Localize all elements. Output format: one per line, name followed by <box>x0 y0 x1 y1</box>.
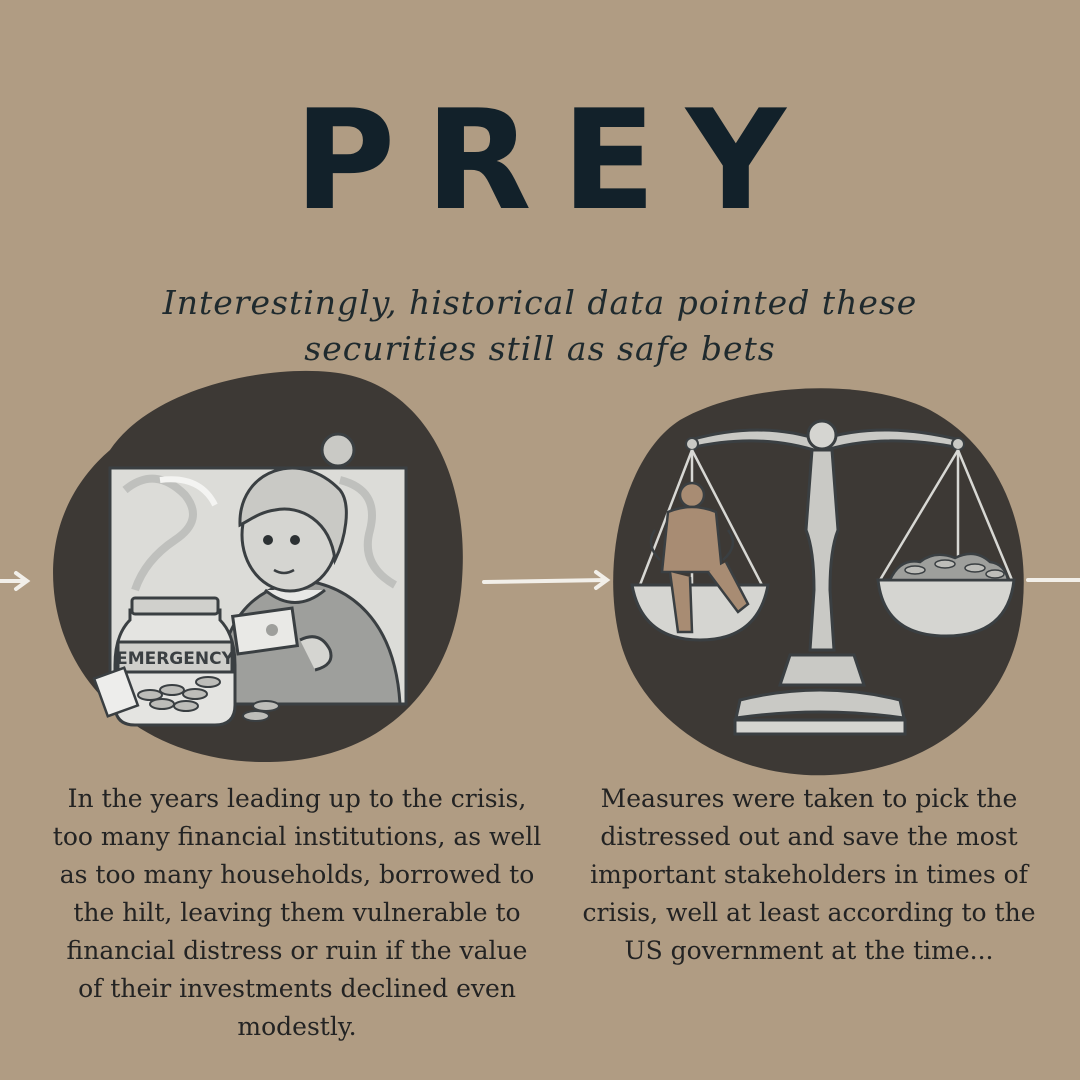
page-title: PREY <box>294 80 816 241</box>
left-description: In the years leading up to the crisis, t… <box>52 784 542 1041</box>
jar-label: EMERGENCY <box>116 649 235 669</box>
arrow-left-edge <box>0 571 31 591</box>
balance-scale-illustration <box>630 419 1016 736</box>
woman-with-emergency-jar-illustration: EMERGENCY <box>92 432 408 727</box>
subtitle: Interestingly, historical data pointed t… <box>140 280 940 372</box>
subtitle-line-1: Interestingly, historical data pointed t… <box>162 283 918 322</box>
right-description: Measures were taken to pick the distress… <box>582 784 1036 965</box>
arrow-middle <box>482 570 611 590</box>
subtitle-line-2: securities still as safe bets <box>304 329 776 368</box>
